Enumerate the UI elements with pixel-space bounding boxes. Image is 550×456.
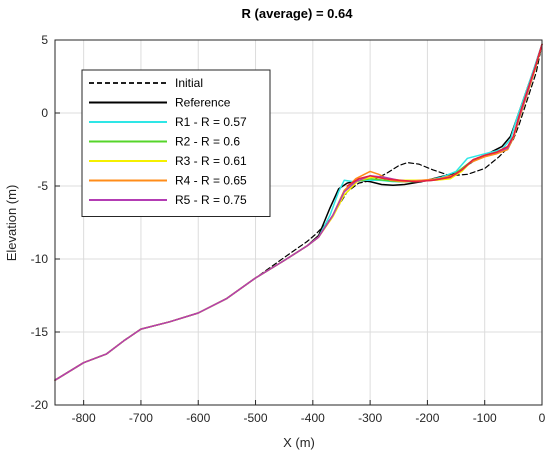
y-tick-label: -15 [31,325,49,339]
legend-label: R4 - R = 0.65 [175,174,247,188]
x-tick-label: -100 [473,411,497,425]
legend-label: R3 - R = 0.61 [175,154,247,168]
y-tick-label: 5 [41,33,48,47]
series-layer [54,43,543,381]
y-tick-label: -10 [31,252,49,266]
axis-ticks: -800 -700 -600 -500 -400 -300 -200 -100 0-20-15-… [31,33,546,425]
legend: Initial Reference R1 - R = 0.57 R2 - R = 0.… [81,69,271,217]
y-tick-label: 0 [41,106,48,120]
legend-label: R1 - R = 0.57 [175,115,247,129]
legend-label: R2 - R = 0.6 [175,135,240,149]
x-tick-label: 0 [539,411,546,425]
x-axis-label: X (m) [283,435,315,450]
y-tick-label: -5 [37,179,48,193]
plot-frame [54,39,543,406]
x-tick-label: -300 [358,411,382,425]
x-tick-label: -600 [186,411,210,425]
legend-label: Initial [175,76,203,90]
series-line-8 [346,43,543,187]
x-tick-label: -200 [415,411,439,425]
y-tick-label: -20 [31,398,49,412]
x-tick-label: -500 [244,411,268,425]
x-tick-label: -800 [72,411,96,425]
chart-title: R (average) = 0.64 [242,6,354,21]
legend-label: Reference [175,96,231,110]
x-tick-label: -700 [129,411,153,425]
legend-label: R5 - R = 0.75 [175,193,247,207]
x-tick-label: -400 [301,411,325,425]
legend-box [81,69,271,217]
y-axis-label: Elevation (m) [4,185,19,262]
